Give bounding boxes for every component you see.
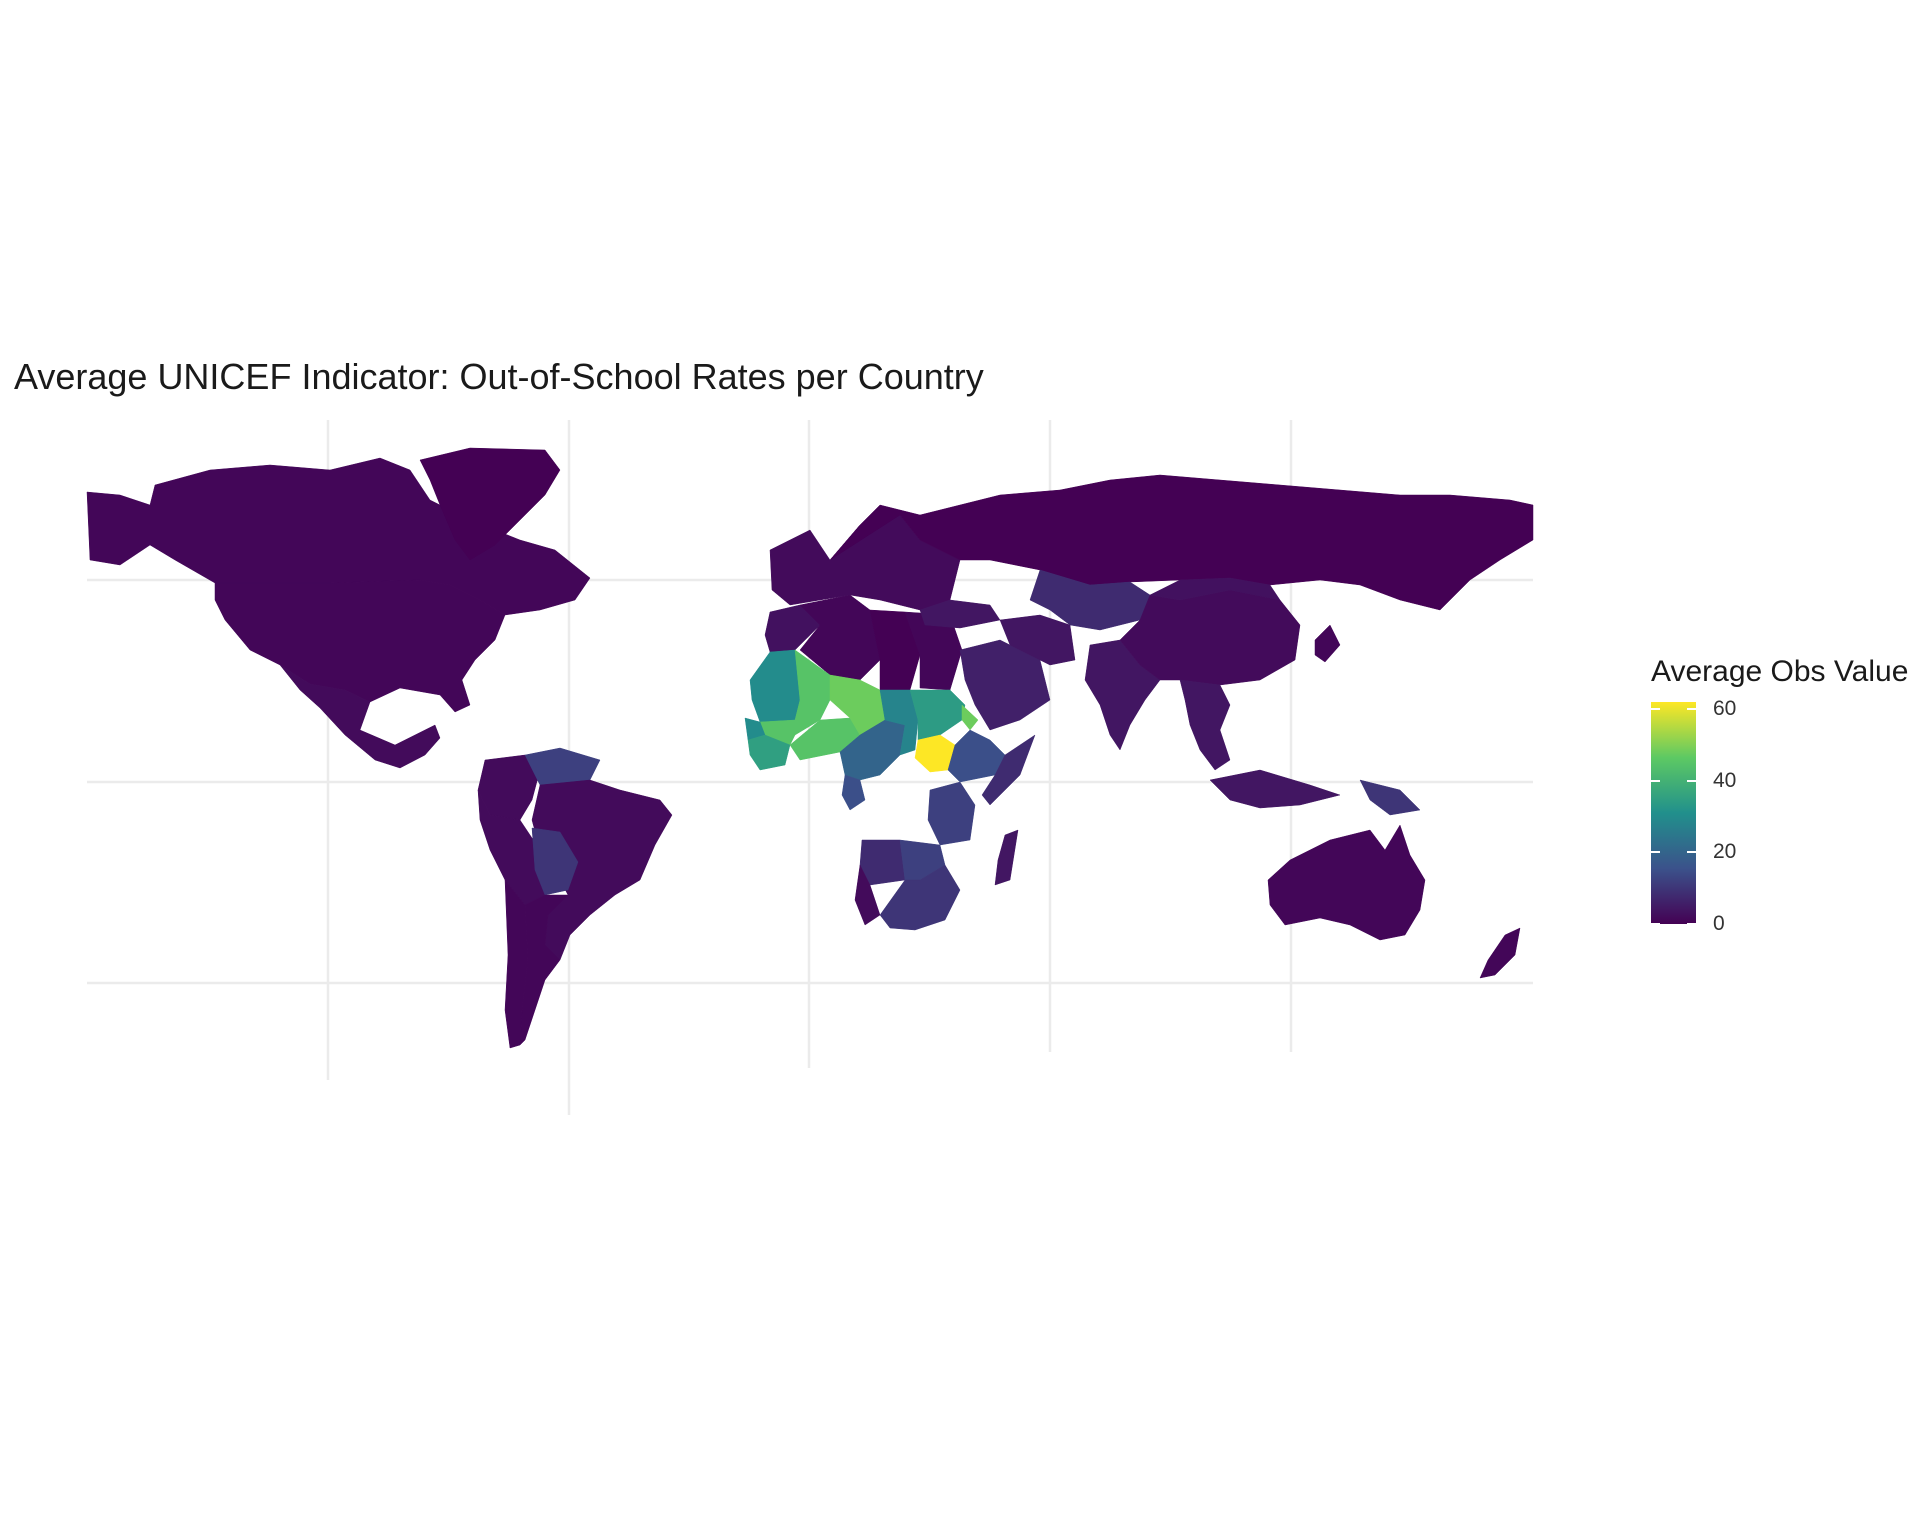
region-madagascar — [994, 829, 1019, 886]
legend-tick-mark — [1651, 851, 1660, 854]
chart-title: Average UNICEF Indicator: Out-of-School … — [14, 356, 984, 397]
legend-tick-label: 20 — [1713, 840, 1737, 864]
region-eritrea — [961, 704, 979, 731]
region-guinea — [747, 734, 791, 771]
region-new-zealand — [1479, 927, 1521, 979]
region-australia — [1267, 824, 1426, 941]
region-mexico — [279, 664, 441, 769]
legend-tick-mark — [1651, 923, 1660, 925]
legend-tick-label: 0 — [1713, 912, 1725, 935]
region-mauritania — [749, 649, 801, 723]
region-japan — [1314, 624, 1341, 663]
region-papua-new-guinea — [1359, 779, 1421, 816]
region-southeast-asia — [1179, 679, 1231, 771]
region-kazakhstan — [1029, 569, 1151, 631]
legend-tick-mark — [1651, 708, 1660, 711]
legend-tick-label: 40 — [1713, 768, 1737, 792]
region-sudan — [909, 689, 966, 741]
region-mongolia — [1149, 577, 1281, 601]
region-angola — [859, 839, 906, 886]
legend-colorbar — [1651, 702, 1696, 924]
region-iran — [999, 614, 1076, 666]
legend-tick-mark — [1687, 851, 1696, 854]
region-gabon — [841, 774, 866, 811]
legend-tick-mark — [1687, 923, 1696, 925]
world-map — [86, 420, 1534, 1115]
legend-tick-mark — [1687, 708, 1696, 711]
legend-tick-mark — [1687, 779, 1696, 782]
country-regions — [86, 447, 1534, 1049]
region-indonesia — [1209, 769, 1341, 809]
region-namibia — [854, 864, 881, 926]
region-south-africa — [879, 864, 961, 931]
legend-tick-label: 60 — [1713, 697, 1737, 721]
region-chile — [504, 879, 529, 1049]
region-tanzania — [927, 781, 976, 846]
region-greenland — [419, 447, 561, 561]
legend: Average Obs Value 0 20 40 60 — [1651, 655, 1909, 935]
legend-tick-mark — [1651, 779, 1660, 782]
region-canada — [86, 457, 591, 616]
region-united-states — [214, 579, 506, 713]
legend-colorbar-area: 0 20 40 60 — [1651, 697, 1771, 935]
region-somalia — [981, 734, 1036, 806]
region-bolivia — [531, 827, 579, 896]
legend-title: Average Obs Value — [1651, 655, 1909, 688]
